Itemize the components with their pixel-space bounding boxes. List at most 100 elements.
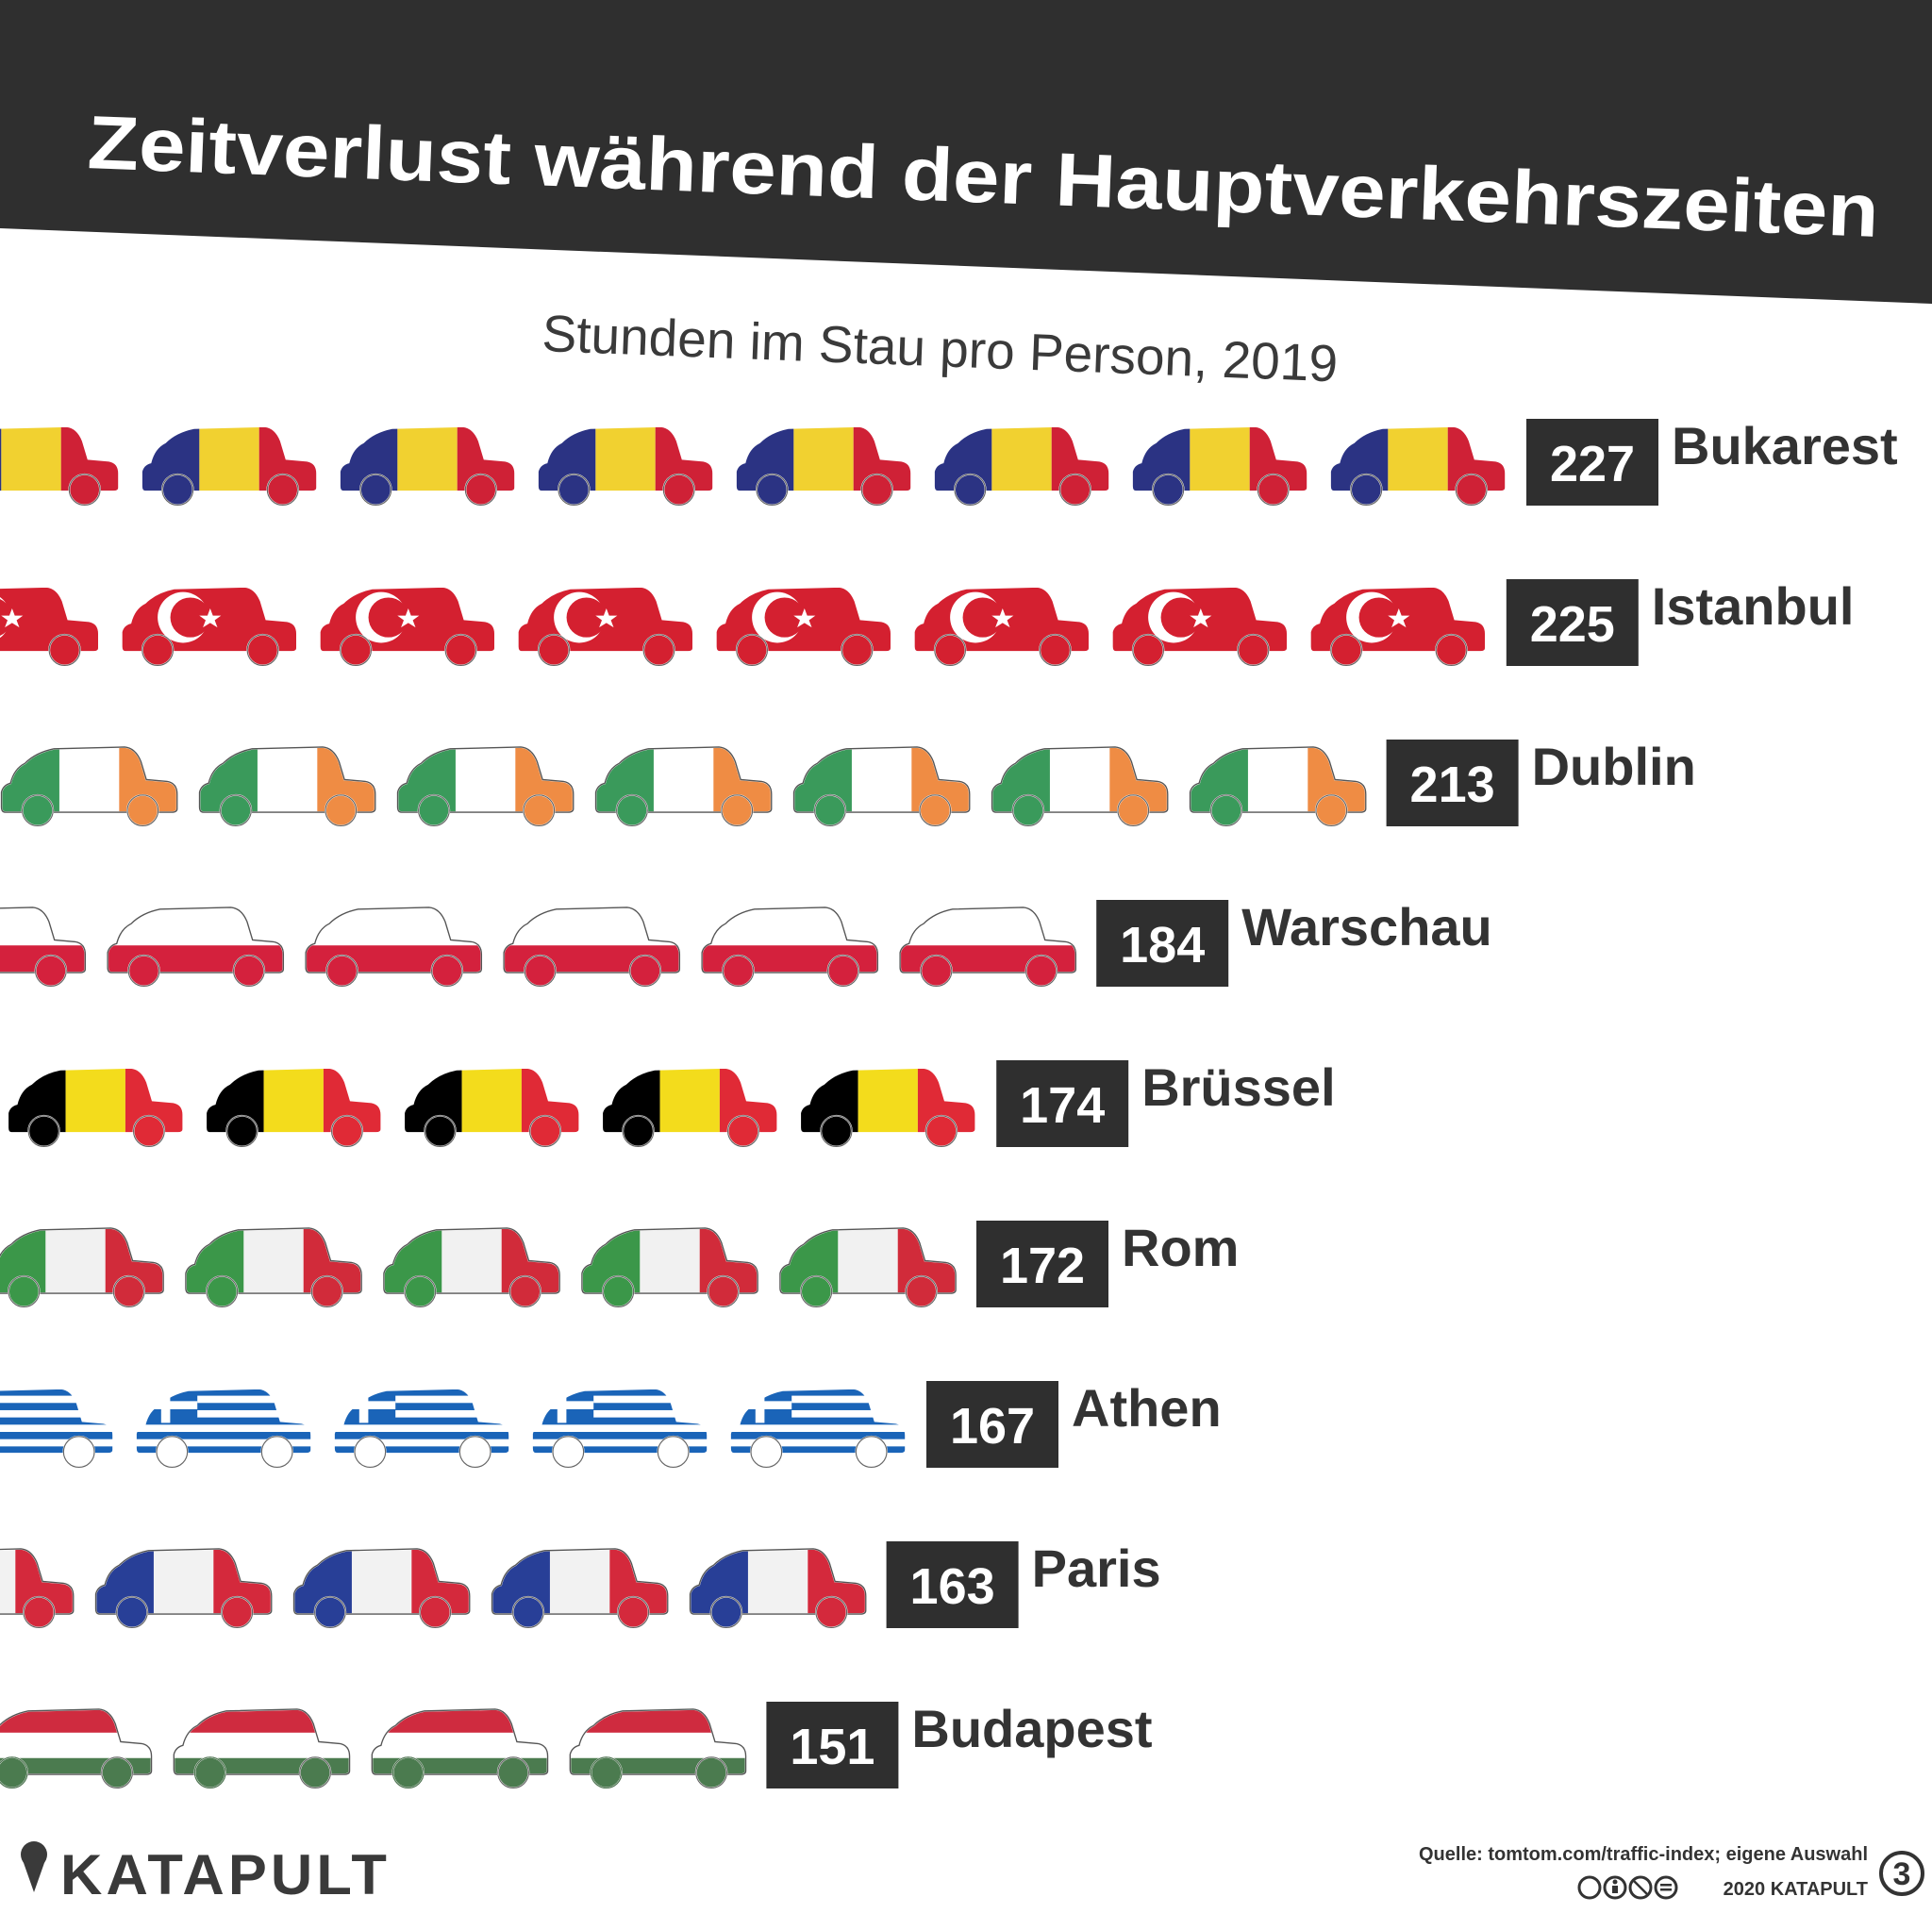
- value-label: 184: [1120, 917, 1205, 973]
- car-icon: [0, 906, 87, 988]
- car-icon: [792, 745, 971, 827]
- row-budapest: 151 Budapest: [0, 1699, 1153, 1789]
- value-label: 172: [1000, 1238, 1085, 1294]
- car-icon: [0, 1707, 153, 1789]
- car-icon: [338, 424, 517, 507]
- car-icon: [371, 1707, 549, 1789]
- value-box: [1386, 740, 1519, 826]
- car-icon: [503, 906, 681, 988]
- chart-subtitle: Stunden im Stau pro Person, 2019: [541, 304, 1340, 392]
- city-label: Dublin: [1532, 737, 1696, 796]
- value-label: 213: [1410, 757, 1495, 813]
- car-icon: [382, 1226, 561, 1308]
- car-icon: [94, 1547, 273, 1629]
- car-icon: [516, 585, 694, 667]
- value-label: 174: [1020, 1077, 1105, 1134]
- nc-icon: [1628, 1875, 1653, 1900]
- car-icon: [899, 906, 1077, 988]
- license-icons: [1577, 1875, 1678, 1900]
- car-icon: [0, 424, 121, 507]
- car-icon: [1308, 585, 1487, 667]
- car-icon: [569, 1707, 747, 1789]
- car-icon: [530, 1387, 709, 1469]
- page-number: 3: [1893, 1856, 1911, 1892]
- city-label: Budapest: [911, 1699, 1152, 1758]
- katapult-logo: KATAPULT: [21, 1841, 391, 1906]
- car-icon: [1328, 424, 1507, 507]
- cc-icon: [1577, 1875, 1602, 1900]
- city-label: Istanbul: [1652, 576, 1855, 636]
- car-icon: [403, 1066, 581, 1148]
- copyright: 2020 KATAPULT: [1724, 1879, 1868, 1900]
- row-dublin: 213 Dublin: [0, 737, 1696, 827]
- car-icon: [714, 585, 892, 667]
- car-icon: [0, 585, 100, 667]
- value-box: [1506, 579, 1639, 666]
- car-icon: [991, 745, 1169, 827]
- car-icon: [491, 1547, 669, 1629]
- city-label: Warschau: [1241, 897, 1492, 956]
- row-paris: 163 Paris: [0, 1539, 1161, 1629]
- car-icon: [140, 424, 319, 507]
- car-icon: [912, 585, 1091, 667]
- car-icon: [932, 424, 1111, 507]
- value-box: [766, 1702, 899, 1788]
- car-icon: [305, 906, 483, 988]
- city-label: Athen: [1072, 1378, 1222, 1438]
- car-icon: [701, 906, 879, 988]
- row-warschau: 184 Warschau: [0, 897, 1492, 988]
- value-label: 225: [1530, 596, 1615, 653]
- car-icon: [0, 1547, 75, 1629]
- car-icon: [601, 1066, 779, 1148]
- car-icon: [198, 745, 376, 827]
- car-icon: [580, 1226, 759, 1308]
- chart-rows: 227 Bukarest 225 Istanbul 213 Dublin 184 Warsch…: [0, 416, 1898, 1789]
- row-brüssel: 174 Brüssel: [7, 1057, 1336, 1148]
- brand-name: KATAPULT: [60, 1843, 391, 1906]
- car-icon: [0, 1387, 115, 1469]
- value-box: [1096, 900, 1229, 987]
- car-icon: [728, 1387, 908, 1469]
- city-label: Brüssel: [1141, 1057, 1335, 1117]
- car-icon: [1130, 424, 1309, 507]
- car-icon: [734, 424, 913, 507]
- value-label: 163: [910, 1558, 995, 1615]
- city-label: Paris: [1032, 1539, 1161, 1598]
- value-label: 227: [1550, 436, 1635, 492]
- car-icon: [173, 1707, 351, 1789]
- ice-cream-icon: [21, 1841, 47, 1892]
- value-box: [1526, 419, 1658, 506]
- by-icon: [1603, 1875, 1627, 1900]
- car-icon: [120, 585, 298, 667]
- nd-icon: [1654, 1875, 1678, 1900]
- row-bukarest: 227 Bukarest: [0, 416, 1898, 507]
- value-box: [886, 1541, 1019, 1628]
- car-icon: [396, 745, 575, 827]
- car-icon: [184, 1226, 363, 1308]
- value-box: [996, 1060, 1129, 1147]
- value-box: [976, 1221, 1108, 1307]
- car-icon: [7, 1066, 185, 1148]
- car-icon: [536, 424, 715, 507]
- car-icon: [0, 745, 178, 827]
- car-icon: [594, 745, 773, 827]
- car-icon: [0, 1226, 165, 1308]
- value-box: [926, 1381, 1058, 1468]
- row-rom: 172 Rom: [0, 1218, 1239, 1308]
- page-number-badge: 3: [1879, 1851, 1924, 1896]
- car-icon: [318, 585, 496, 667]
- car-icon: [689, 1547, 867, 1629]
- car-icon: [332, 1387, 511, 1469]
- row-istanbul: 225 Istanbul: [0, 576, 1855, 667]
- car-icon: [1110, 585, 1289, 667]
- city-label: Bukarest: [1672, 416, 1898, 475]
- row-athen: 167 Athen: [0, 1378, 1222, 1469]
- car-icon: [799, 1066, 977, 1148]
- car-icon: [778, 1226, 958, 1308]
- value-label: 167: [950, 1398, 1035, 1455]
- car-icon: [1189, 745, 1367, 827]
- city-label: Rom: [1122, 1218, 1239, 1277]
- car-icon: [107, 906, 285, 988]
- car-icon: [134, 1387, 313, 1469]
